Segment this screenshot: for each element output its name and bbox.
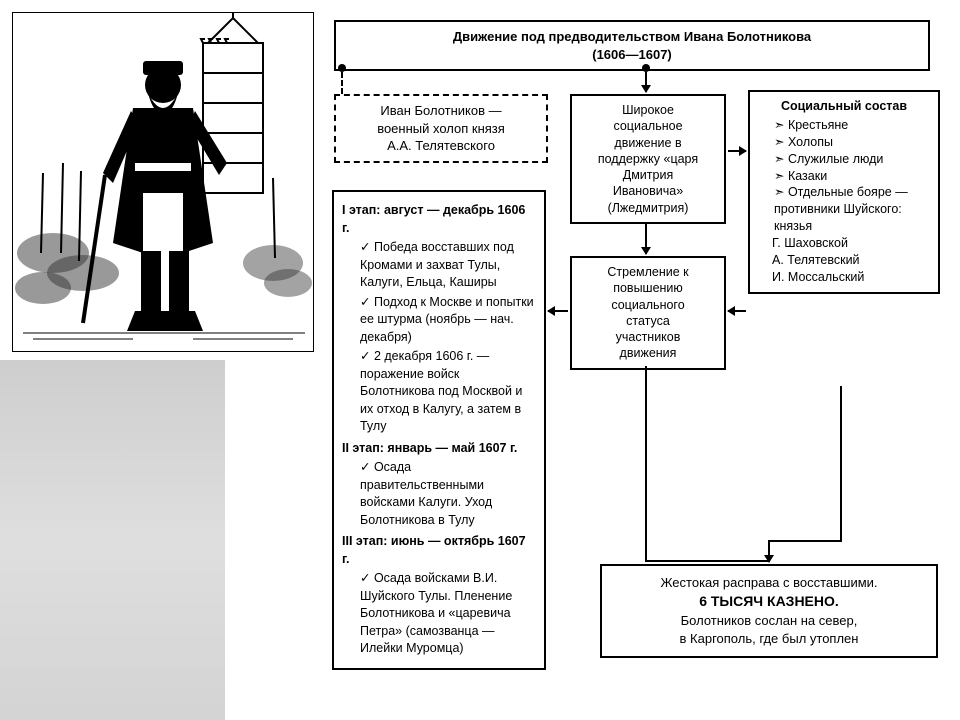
comp-item: Крестьяне [774,117,932,134]
arrow-social-status [645,224,647,254]
bolotnikov-illustration [12,12,314,352]
stage1-item: Победа восставших под Кромами и захват Т… [360,239,536,292]
stage3-header: III этап: июнь — октябрь 1607 г. [342,533,536,568]
stage3-list: Осада войсками В.И. Шуйского Тулы. Плене… [342,570,536,658]
title-line1: Движение под предводительством Ивана Бол… [340,28,924,46]
connector-dot-left [338,64,346,72]
line-status-result-h [645,560,770,562]
stages-box: I этап: август — декабрь 1606 г. Победа … [332,190,546,670]
comp-prince: Г. Шаховской [772,235,932,252]
line-status-result-v [645,366,647,562]
status-box: Стремление к повышению социального стату… [570,256,726,370]
bolotnikov-l1: Иван Болотников — [344,102,538,120]
bolotnikov-identity-box: Иван Болотников — военный холоп князя А.… [334,94,548,163]
title-box: Движение под предводительством Ивана Бол… [334,20,930,71]
title-line2: (1606—1607) [340,46,924,64]
stage1-item: 2 декабря 1606 г. — поражение войск Боло… [360,348,536,436]
st-l5: участников [576,329,720,345]
stage1-header: I этап: август — декабрь 1606 г. [342,202,536,237]
comp-prince: А. Телятевский [772,252,932,269]
composition-header: Социальный состав [756,98,932,115]
connector-title-bolotnikov [341,72,343,94]
st-l4: статуса [576,313,720,329]
stage2-item: Осада правительственными войсками Калуги… [360,459,536,529]
sm-l2: социальное [576,118,720,134]
st-l6: движения [576,345,720,361]
stage2-header: II этап: январь — май 1607 г. [342,440,536,458]
sm-l3: движение в [576,135,720,151]
arrow-composition-status [728,310,746,312]
sm-l6: Ивановича» [576,183,720,199]
composition-list: Крестьяне Холопы Служилые люди Казаки От… [756,117,932,235]
stage1-item: Подход к Москве и попытки ее штурма (ноя… [360,294,536,347]
arrow-title-social [645,72,647,92]
arrow-to-result [768,540,770,562]
sm-l1: Широкое [576,102,720,118]
result-l2: 6 ТЫСЯЧ КАЗНЕНО. [612,592,926,612]
comp-item: Казаки [774,168,932,185]
stage2-list: Осада правительственными войсками Калуги… [342,459,536,529]
connector-dot-center [642,64,650,72]
st-l1: Стремление к [576,264,720,280]
st-l3: социального [576,297,720,313]
sm-l5: Дмитрия [576,167,720,183]
social-movement-box: Широкое социальное движение в поддержку … [570,94,726,224]
arrow-social-composition [728,150,746,152]
line-comp-result-v [840,386,842,540]
line-comp-result-h [770,540,842,542]
result-box: Жестокая расправа с восставшими. 6 ТЫСЯЧ… [600,564,938,658]
stage3-item: Осада войсками В.И. Шуйского Тулы. Плене… [360,570,536,658]
st-l2: повышению [576,280,720,296]
sm-l4: поддержку «царя [576,151,720,167]
comp-item: Холопы [774,134,932,151]
bolotnikov-l2: военный холоп князя [344,120,538,138]
result-l1: Жестокая расправа с восставшими. [612,574,926,592]
composition-box: Социальный состав Крестьяне Холопы Служи… [748,90,940,294]
bolotnikov-l3: А.А. Телятевского [344,137,538,155]
comp-item: Служилые люди [774,151,932,168]
comp-prince: И. Моссальский [772,269,932,286]
arrow-status-stages [548,310,568,312]
background-faded-image [0,360,225,720]
stage1-list: Победа восставших под Кромами и захват Т… [342,239,536,436]
sm-l7: (Лжедмитрия) [576,200,720,216]
result-l4: в Каргополь, где был утоплен [612,630,926,648]
comp-item: Отдельные бояре — противники Шуйского: к… [774,184,932,235]
result-l3: Болотников сослан на север, [612,612,926,630]
